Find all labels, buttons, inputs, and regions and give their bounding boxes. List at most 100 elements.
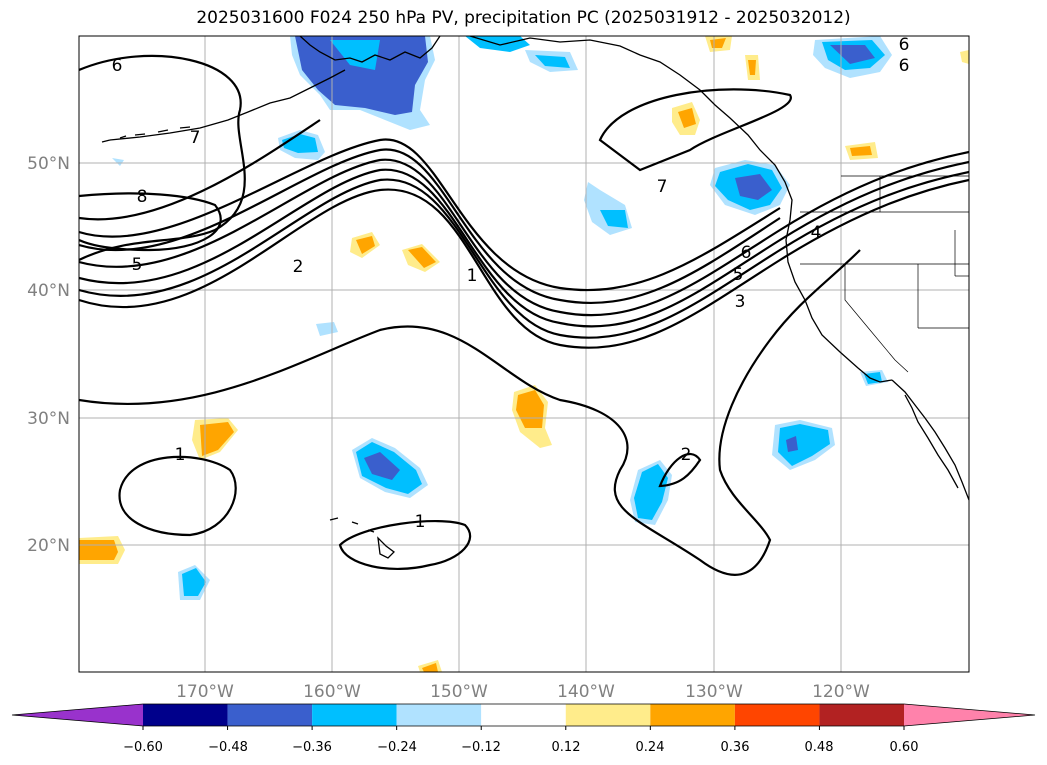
colorbar-label: 0.48 (805, 740, 834, 755)
precip-blob (735, 174, 772, 200)
colorbar-segment (819, 704, 904, 726)
contour-label: 4 (811, 223, 822, 243)
pv-contour-5 (79, 160, 969, 328)
colorbar-label: −0.36 (292, 740, 332, 755)
contour-label: 6 (899, 35, 910, 55)
lat-tick-label: 40°N (27, 281, 70, 301)
precip-blob (678, 108, 696, 128)
map-background (79, 36, 969, 672)
contour-label: 6 (741, 243, 752, 263)
colorbar-segment (396, 704, 482, 726)
precip-blob (79, 540, 118, 560)
nv-ca-border (844, 264, 909, 373)
map-title: 2025031600 F024 250 hPa PV, precipitatio… (196, 8, 851, 28)
contour-label: 7 (190, 128, 201, 148)
pv-contour-1-sw (118, 455, 237, 537)
colorbar-label: −0.12 (461, 740, 501, 755)
precip-blob (200, 422, 234, 456)
colorbar-label: −0.24 (377, 740, 417, 755)
colorbar-label: 0.60 (890, 740, 919, 755)
contour-label: 3 (735, 292, 746, 312)
contour-label: 1 (415, 512, 426, 532)
colorbar-segment (312, 704, 397, 726)
contour-label: 5 (132, 255, 143, 275)
lon-tick-label: 160°W (303, 682, 361, 702)
colorbar (11, 703, 1036, 730)
pv-contour-4 (79, 170, 969, 339)
lat-tick-label: 30°N (27, 409, 70, 429)
lon-tick-label: 120°W (812, 682, 870, 702)
pv-contour-3 (79, 178, 969, 349)
precip-blob (112, 158, 124, 166)
pv-contours (79, 54, 969, 576)
contour-labels: 6 7 8 5 2 1 1 1 2 7 6 5 4 3 6 6 (112, 35, 910, 532)
colorbar-extend-high (904, 704, 1035, 726)
lat-tick-label: 20°N (27, 536, 70, 556)
pv-contour-8 (79, 138, 781, 292)
colorbar-segment (650, 704, 735, 726)
baja-inner (904, 394, 959, 489)
colorbar-labels: −0.60 −0.48 −0.36 −0.24 −0.12 0.12 0.24 … (123, 740, 918, 755)
colorbar-label: 0.12 (552, 740, 581, 755)
colorbar-extend-low (12, 704, 143, 726)
colorbar-segment (565, 704, 651, 726)
contour-label: 1 (467, 266, 478, 286)
pv-contour-6 (79, 150, 969, 317)
baja-coast (891, 379, 969, 501)
bc-coast (469, 36, 893, 383)
lon-tick-label: 150°W (430, 682, 488, 702)
contour-label: 2 (681, 445, 692, 465)
lon-axis: 170°W 160°W 150°W 140°W 130°W 120°W (176, 682, 870, 702)
colorbar-label: 0.24 (636, 740, 665, 755)
contour-label: 6 (899, 56, 910, 76)
alaska-peninsula (109, 69, 346, 141)
precip-blob (422, 663, 438, 672)
pv-contour-1-hawaii (338, 519, 472, 571)
precip-blob (408, 247, 436, 268)
lat-axis: 50°N 40°N 30°N 20°N (27, 154, 70, 556)
precip-blob (634, 464, 668, 520)
precip-blob (786, 436, 798, 452)
colorbar-segment (227, 704, 313, 726)
precip-blob (600, 210, 628, 228)
map-frame (78, 35, 970, 673)
pv-contour-2-loop (658, 453, 702, 488)
pv-contour-6-west (79, 54, 246, 261)
hawaii-islands (329, 517, 395, 559)
coastlines (101, 36, 969, 559)
alaska-coast (299, 36, 441, 63)
pv-contour-low (79, 249, 861, 576)
graticule (79, 36, 969, 672)
precip-blob (960, 50, 969, 64)
precip-blob (778, 424, 830, 466)
pv-contour-7 (79, 148, 781, 305)
contour-label: 1 (175, 445, 186, 465)
colorbar-label: −0.48 (208, 740, 248, 755)
contour-label: 5 (733, 265, 744, 285)
precip-blob (356, 236, 375, 254)
colorbar-segment (143, 704, 228, 726)
lat-tick-label: 50°N (27, 154, 70, 174)
precip-blob (748, 60, 756, 75)
precip-blob (182, 568, 206, 596)
contour-label: 7 (657, 177, 668, 197)
contour-label: 2 (293, 257, 304, 277)
precip-blob (330, 40, 380, 70)
lon-tick-label: 130°W (685, 682, 743, 702)
precip-blob (364, 452, 400, 480)
colorbar-label: −0.60 (123, 740, 163, 755)
colorbar-segment (481, 704, 566, 726)
colorbar-segment (734, 704, 820, 726)
pv-contour-8-west (79, 192, 222, 252)
pv-contour-7-loop (598, 88, 792, 172)
borders (800, 175, 969, 373)
lon-tick-label: 140°W (557, 682, 615, 702)
contour-label: 6 (112, 56, 123, 76)
colorbar-label: 0.36 (721, 740, 750, 755)
precip-blob (535, 55, 570, 68)
precip-blob (850, 146, 872, 156)
map-area: 6 7 8 5 2 1 1 1 2 7 6 5 4 3 6 6 (79, 35, 969, 672)
lon-tick-label: 170°W (176, 682, 234, 702)
pv-contour-2 (79, 119, 321, 221)
